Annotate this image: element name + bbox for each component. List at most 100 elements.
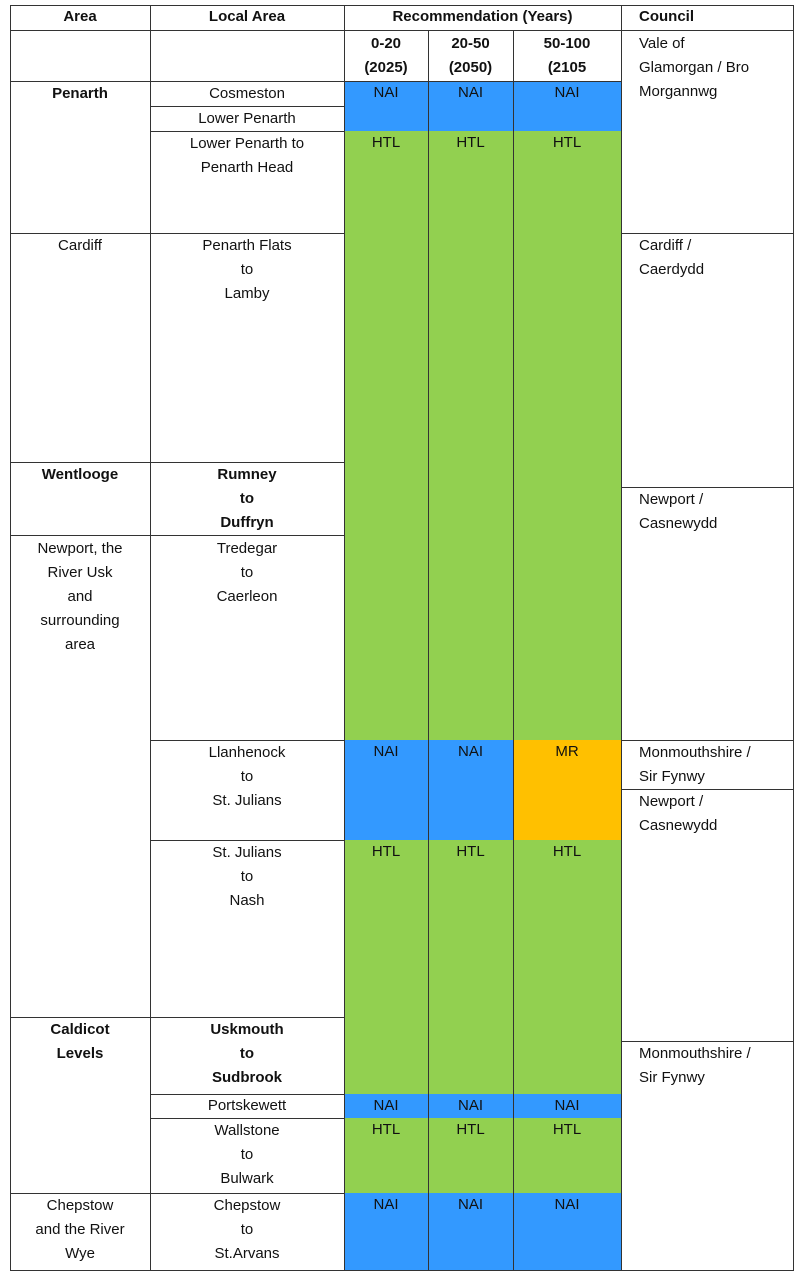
- rec-stjulians-epoch3: HTL: [552, 843, 582, 860]
- grid-hline: [150, 106, 344, 107]
- grid-vline: [344, 5, 345, 1271]
- rec-chepstow-epoch2: NAI: [457, 1196, 483, 1213]
- council-newport-2: Newport / Casnewydd: [639, 790, 789, 838]
- local-llanhenock-line-3: St. Julians: [212, 792, 282, 809]
- fill-cosmeston-epoch1: [344, 81, 428, 131]
- council-newport-2-line-1: Newport /: [639, 793, 704, 810]
- fill-cosmeston-epoch2: [428, 81, 513, 131]
- fill-llanhenock-epoch1: [344, 740, 428, 840]
- local-rumney-line-3: Duffryn: [220, 514, 274, 531]
- grid-vline: [621, 5, 622, 1271]
- grid-hline: [150, 535, 344, 536]
- council-monmouth-2: Monmouthshire / Sir Fynwy: [639, 1042, 789, 1090]
- fill-cosmeston-epoch3: [513, 81, 621, 131]
- local-penarth-flats-line-3: Lamby: [224, 285, 270, 302]
- local-llanhenock: Llanhenock to St. Julians: [150, 741, 344, 813]
- rec-stjulians-epoch2: HTL: [456, 843, 485, 860]
- fill-llanhenock-epoch2: [428, 740, 513, 840]
- rec-llanhenock-epoch1: NAI: [373, 743, 399, 760]
- council-vale-line-3: Morgannwg: [639, 83, 718, 100]
- header-area: Area: [63, 8, 97, 25]
- grid-vline: [428, 30, 429, 1271]
- grid-hline: [621, 740, 794, 741]
- grid-hline: [10, 535, 150, 536]
- header-epoch-3-line-2: (2105: [547, 59, 587, 76]
- fill-llanhenock-epoch3: [513, 740, 621, 840]
- header-council: Council: [639, 8, 694, 25]
- council-vale-line-2: Glamorgan / Bro: [639, 59, 750, 76]
- area-caldicot-line-1: Caldicot: [50, 1021, 110, 1038]
- grid-hline: [10, 81, 622, 82]
- council-cardiff-line-1: Cardiff /: [639, 237, 692, 254]
- fill-wallstone-epoch3: [513, 1118, 621, 1193]
- local-uskmouth-line-2: to: [239, 1045, 255, 1062]
- council-monmouth-1-line-1: Monmouthshire /: [639, 744, 751, 761]
- local-tredegar-line-3: Caerleon: [216, 588, 278, 605]
- area-newport: Newport, the River Usk and surrounding area: [10, 537, 150, 657]
- header-epoch-1: 0-20 (2025): [344, 32, 428, 80]
- grid-hline: [10, 1017, 344, 1018]
- local-uskmouth-line-3: Sudbrook: [212, 1069, 282, 1086]
- local-llanhenock-line-2: to: [240, 768, 254, 785]
- grid-hline: [621, 1041, 794, 1042]
- fill-stjulians-epoch1: [344, 840, 428, 1094]
- grid-hline: [10, 1270, 794, 1271]
- area-penarth: Penarth: [10, 82, 150, 106]
- local-rumney-line-1: Rumney: [217, 466, 277, 483]
- local-penarth-flats: Penarth Flats to Lamby: [150, 234, 344, 306]
- local-wallstone-line-3: Bulwark: [220, 1170, 274, 1187]
- rec-portskewett-epoch2: NAI: [457, 1097, 483, 1114]
- header-recommendation: Recommendation (Years): [392, 8, 573, 25]
- header-local-area: Local Area: [208, 8, 286, 25]
- grid-hline: [621, 487, 794, 488]
- council-newport-1: Newport / Casnewydd: [639, 488, 789, 536]
- area-newport-line-2: River Usk: [47, 564, 113, 581]
- rec-wallstone-epoch2: HTL: [456, 1121, 485, 1138]
- local-tredegar-line-1: Tredegar: [216, 540, 278, 557]
- rec-chepstow-epoch3: NAI: [554, 1196, 580, 1213]
- area-wentlooge-line-1: Wentlooge: [41, 466, 119, 483]
- rec-cosmeston-epoch2: NAI: [457, 84, 483, 101]
- council-monmouth-1-line-2: Sir Fynwy: [639, 768, 705, 785]
- area-newport-line-3: and: [67, 588, 93, 605]
- grid-hline: [10, 462, 344, 463]
- rec-wallstone-epoch1: HTL: [371, 1121, 401, 1138]
- grid-vline: [793, 5, 794, 1271]
- grid-vline: [10, 5, 11, 1271]
- area-cardiff-line-1: Cardiff: [58, 237, 102, 254]
- fill-main-epoch3: [513, 131, 621, 740]
- rec-main-epoch2: HTL: [456, 134, 485, 151]
- rec-portskewett-epoch1: NAI: [373, 1097, 399, 1114]
- fill-stjulians-epoch3: [513, 840, 621, 1094]
- fill-chepstow-epoch1: [344, 1193, 428, 1271]
- area-chepstow-line-3: Wye: [65, 1245, 95, 1262]
- local-lower-penarth-line-1: Lower Penarth: [198, 110, 296, 127]
- rec-llanhenock-epoch3: MR: [555, 743, 579, 760]
- fill-main-epoch2: [428, 131, 513, 740]
- local-llanhenock-line-1: Llanhenock: [208, 744, 286, 761]
- grid-hline: [150, 840, 344, 841]
- fill-wallstone-epoch1: [344, 1118, 428, 1193]
- header-epoch-2-line-2: (2050): [448, 59, 493, 76]
- local-uskmouth: Uskmouth to Sudbrook: [150, 1018, 344, 1090]
- fill-portskewett-epoch3: [513, 1094, 621, 1118]
- grid-hline: [150, 740, 344, 741]
- grid-vline: [150, 5, 151, 1271]
- local-chepstow-line-1: Chepstow: [213, 1197, 281, 1214]
- area-chepstow-line-1: Chepstow: [46, 1197, 114, 1214]
- header-epoch-3: 50-100 (2105: [513, 32, 621, 80]
- rec-main-epoch3: HTL: [552, 134, 582, 151]
- rec-cosmeston-epoch1: NAI: [373, 84, 399, 101]
- local-lower-penarth: Lower Penarth: [150, 107, 344, 131]
- grid-vline: [513, 30, 514, 1271]
- area-wentlooge: Wentlooge: [10, 463, 150, 487]
- rec-wallstone-epoch3: HTL: [552, 1121, 582, 1138]
- fill-portskewett-epoch2: [428, 1094, 513, 1118]
- council-newport-1-line-2: Casnewydd: [639, 515, 718, 532]
- grid-hline: [10, 233, 344, 234]
- area-caldicot-line-2: Levels: [56, 1045, 104, 1062]
- grid-hline: [621, 233, 794, 234]
- rec-chepstow-epoch1: NAI: [373, 1196, 399, 1213]
- area-chepstow-line-2: and the River: [35, 1221, 125, 1238]
- local-lower-penarth-head-line-1: Lower Penarth to: [189, 135, 305, 152]
